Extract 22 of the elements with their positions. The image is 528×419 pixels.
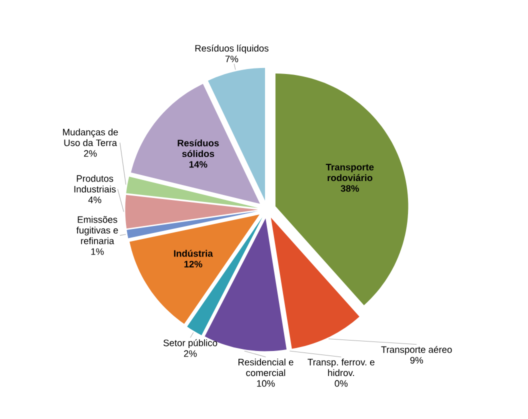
data-label: 14% — [189, 161, 208, 168]
slice-label: Residencial e comercial — [238, 358, 294, 376]
slice-label: Indústria — [174, 250, 213, 257]
data-label: 2% — [184, 350, 197, 357]
data-label: 1% — [91, 248, 104, 255]
data-label: 7% — [225, 56, 238, 62]
slice-label: Transporte rodoviário — [326, 164, 374, 182]
text: 0% — [334, 380, 348, 387]
data-label: 10% — [257, 380, 275, 387]
slice-label: Mudanças de Uso da Terra — [63, 128, 118, 146]
slice-label: Resíduos sólidos — [178, 139, 219, 158]
data-label: 9% — [410, 356, 424, 364]
category-label: Transp. ferrov. e hidrov. — [308, 358, 374, 376]
slice-label: Resíduos líquidos — [195, 44, 268, 54]
data-label: 2% — [84, 150, 97, 157]
slice-label: Setor público — [163, 339, 218, 348]
slice-label: Emissões fugitivas e refinaria — [76, 216, 118, 244]
slice-label: Produtos Industriais — [74, 174, 116, 192]
data-label: 38% — [340, 185, 359, 192]
slice-label: Transporte aéreo — [381, 346, 452, 355]
data-label: 4% — [88, 196, 102, 204]
data-label: 12% — [184, 260, 202, 268]
